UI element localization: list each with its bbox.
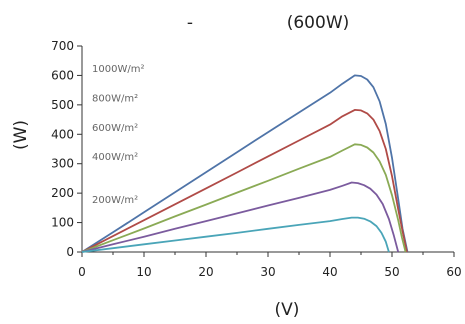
chart-title: (600W) (287, 13, 350, 33)
series-line (81, 74, 409, 253)
y-tick-label: 300 (51, 157, 74, 171)
series-label: 1000W/m² (92, 64, 144, 75)
y-tick-label: 500 (51, 98, 74, 112)
series-label: 600W/m² (92, 123, 138, 134)
x-tick-label: 0 (78, 265, 86, 279)
y-axis-label: (W) (11, 120, 31, 150)
series-line (81, 216, 390, 253)
chart-title-prefix: - (187, 13, 193, 33)
x-tick-label: 30 (260, 265, 275, 279)
y-tick-label: 200 (51, 186, 74, 200)
y-axis-label-group: (W) (11, 120, 31, 150)
plot-area: 0 100 200 300 400 500 600 700 0 10 20 30 40 50 60 1000W… (51, 39, 462, 279)
series-label: 800W/m² (92, 93, 138, 104)
y-tick-label: 400 (51, 127, 74, 141)
x-tick-label: 40 (322, 265, 337, 279)
series-label: 200W/m² (92, 195, 138, 206)
x-tick-label: 10 (136, 265, 151, 279)
series-label: 400W/m² (92, 152, 138, 163)
series-line (81, 109, 408, 253)
x-tick-label: 20 (198, 265, 213, 279)
x-axis-label: (V) (275, 300, 300, 320)
y-tick-label: 600 (51, 68, 74, 82)
y-tick-label: 100 (51, 216, 74, 230)
x-tick-label: 50 (384, 265, 399, 279)
y-tick-label: 700 (51, 39, 74, 53)
series-line (81, 143, 407, 253)
x-tick-label: 60 (446, 265, 461, 279)
y-tick-label: 0 (66, 245, 74, 259)
series-line (81, 181, 400, 253)
